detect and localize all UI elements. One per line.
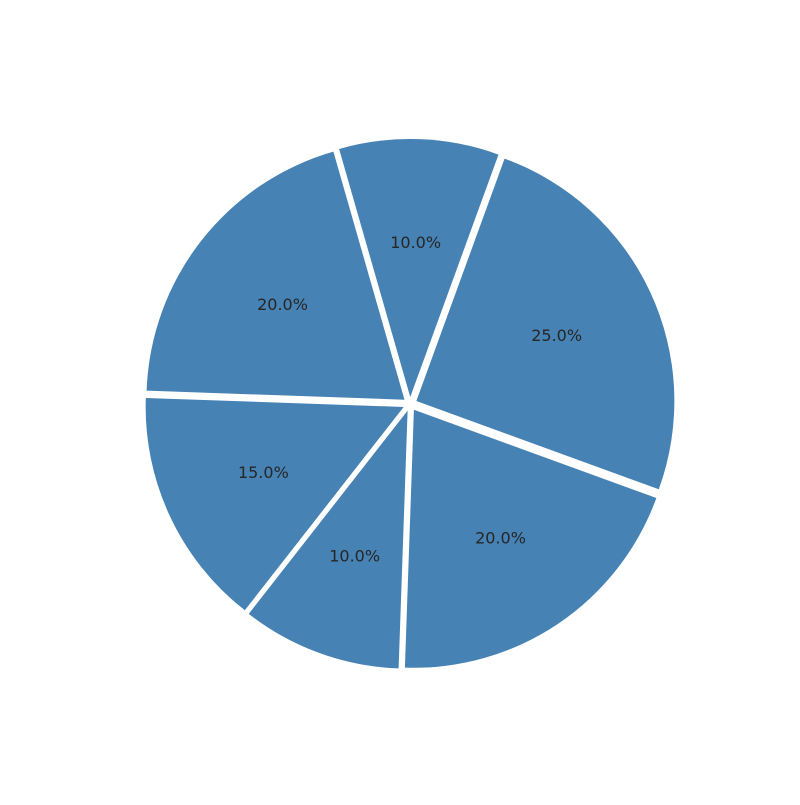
pie-slice-1	[339, 139, 499, 398]
pie-slice-label-5: 20.0%	[475, 529, 526, 548]
pie-slice-5	[404, 409, 657, 668]
pie-slice-label-1: 10.0%	[390, 233, 441, 252]
pie-slice-4	[248, 410, 408, 669]
pie-labels: 10.0% 20.0% 15.0% 10.0% 20.0% 25.0%	[238, 233, 582, 566]
pie-slice-2	[146, 151, 405, 400]
pie-slice-label-2: 20.0%	[257, 295, 308, 314]
pie-slices	[145, 139, 675, 669]
pie-slice-label-4: 10.0%	[329, 547, 380, 566]
pie-slice-3	[145, 397, 404, 611]
pie-slice-6	[416, 158, 675, 490]
pie-slice-label-3: 15.0%	[238, 463, 289, 482]
pie-slice-label-6: 25.0%	[531, 326, 582, 345]
